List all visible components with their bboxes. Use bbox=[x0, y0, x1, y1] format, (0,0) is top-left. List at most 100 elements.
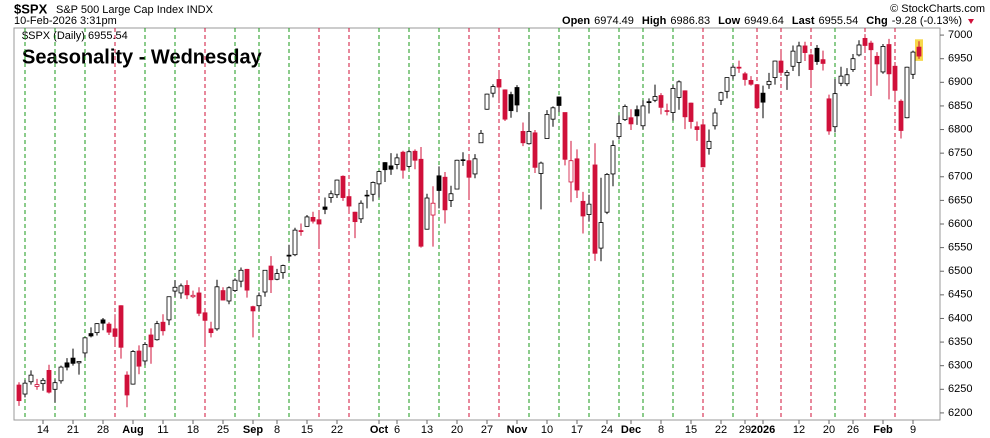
candle-body bbox=[724, 77, 730, 92]
quote-value: 6986.83 bbox=[670, 15, 710, 27]
candle-body bbox=[658, 95, 664, 108]
candle-body bbox=[334, 179, 340, 196]
candle-body bbox=[82, 337, 88, 354]
candle-body bbox=[664, 110, 670, 112]
candle-body bbox=[598, 222, 604, 249]
candle-body bbox=[286, 254, 292, 257]
candle-body bbox=[94, 323, 100, 334]
candle-body bbox=[484, 93, 490, 110]
candle-body bbox=[736, 66, 742, 69]
x-tick-label: Feb bbox=[873, 424, 893, 436]
legend-text: $SPX (Daily) 6955.54 bbox=[22, 30, 128, 42]
candle-body bbox=[112, 328, 118, 337]
y-tick-label: 7000 bbox=[948, 29, 972, 41]
x-tick-label: 8 bbox=[274, 424, 280, 436]
candle-body bbox=[568, 160, 574, 183]
quote-value: 6949.64 bbox=[744, 15, 784, 27]
quote-value: 6955.54 bbox=[819, 15, 859, 27]
candle-body bbox=[16, 384, 22, 402]
candle-body bbox=[640, 105, 646, 127]
x-tick-label: 10 bbox=[541, 424, 553, 436]
candle-body bbox=[850, 58, 856, 70]
candle-body bbox=[700, 124, 706, 168]
candle-body bbox=[532, 132, 538, 168]
candle-body bbox=[634, 109, 640, 117]
candle-body bbox=[610, 145, 616, 175]
candle-body bbox=[712, 112, 718, 127]
candle-body bbox=[166, 296, 172, 321]
candle-body bbox=[160, 321, 166, 332]
candle-body bbox=[778, 60, 784, 73]
candle-body bbox=[574, 158, 580, 191]
candle-body bbox=[586, 203, 592, 215]
candle-body bbox=[124, 374, 130, 396]
candle-body bbox=[796, 45, 802, 63]
candle-body bbox=[280, 265, 286, 274]
candle-body bbox=[910, 51, 916, 75]
candle-body bbox=[406, 151, 412, 167]
candle-body bbox=[130, 351, 136, 385]
x-tick-label: 21 bbox=[67, 424, 79, 436]
candle-body bbox=[346, 196, 352, 207]
candle-body bbox=[292, 229, 298, 256]
candle-body bbox=[184, 284, 190, 296]
candle-body bbox=[868, 42, 874, 51]
datetime: 10-Feb-2026 3:31pm bbox=[14, 15, 117, 27]
x-tick-label: 18 bbox=[187, 424, 199, 436]
candle-body bbox=[196, 292, 202, 314]
x-tick-label: 24 bbox=[601, 424, 613, 436]
candle-body bbox=[172, 286, 178, 292]
candle-body bbox=[226, 287, 232, 302]
candle-body bbox=[376, 171, 382, 185]
candle-body bbox=[562, 112, 568, 160]
candle-body bbox=[814, 47, 820, 62]
candle-body bbox=[580, 200, 586, 217]
candle-body bbox=[46, 370, 52, 393]
candle-body bbox=[718, 92, 724, 101]
y-tick-label: 6700 bbox=[948, 171, 972, 183]
x-tick-label: 26 bbox=[847, 424, 859, 436]
candle-body bbox=[52, 382, 58, 390]
candle-body bbox=[394, 157, 400, 165]
candle-body bbox=[490, 86, 496, 94]
candle-body bbox=[436, 175, 442, 191]
candle-body bbox=[430, 202, 436, 216]
candle-body bbox=[880, 46, 886, 73]
y-tick-label: 6300 bbox=[948, 360, 972, 372]
candle-body bbox=[694, 126, 700, 130]
quote-label: Chg bbox=[866, 15, 887, 27]
y-tick-label: 6400 bbox=[948, 312, 972, 324]
candle-body bbox=[478, 132, 484, 144]
candle-body bbox=[58, 366, 64, 382]
x-tick-label: 20 bbox=[451, 424, 463, 436]
candle-body bbox=[268, 265, 274, 281]
candle-body bbox=[886, 44, 892, 75]
candle-body bbox=[466, 160, 472, 178]
x-tick-label: 29 bbox=[739, 424, 751, 436]
y-tick-label: 6250 bbox=[948, 383, 972, 395]
candle-body bbox=[358, 202, 364, 220]
symbol: $SPX bbox=[14, 1, 48, 16]
x-tick-label: 15 bbox=[301, 424, 313, 436]
candle-body bbox=[244, 268, 250, 291]
candle-body bbox=[844, 74, 850, 85]
candle-body bbox=[142, 344, 148, 362]
candle-body bbox=[202, 312, 208, 321]
y-tick-label: 6850 bbox=[948, 100, 972, 112]
candle-body bbox=[262, 269, 268, 293]
candle-body bbox=[802, 45, 808, 53]
candle-body bbox=[760, 92, 766, 103]
quote-label: Low bbox=[718, 15, 740, 27]
candle-body bbox=[544, 114, 550, 139]
candle-body bbox=[148, 334, 154, 348]
candle-body bbox=[214, 286, 220, 330]
x-tick-label: 27 bbox=[481, 424, 493, 436]
symbol-name: S&P 500 Large Cap Index INDX bbox=[56, 4, 214, 16]
candle-body bbox=[412, 150, 418, 161]
candle-body bbox=[772, 60, 778, 78]
y-tick-label: 6900 bbox=[948, 76, 972, 88]
candle-body bbox=[208, 328, 214, 334]
candle-body bbox=[88, 333, 94, 337]
